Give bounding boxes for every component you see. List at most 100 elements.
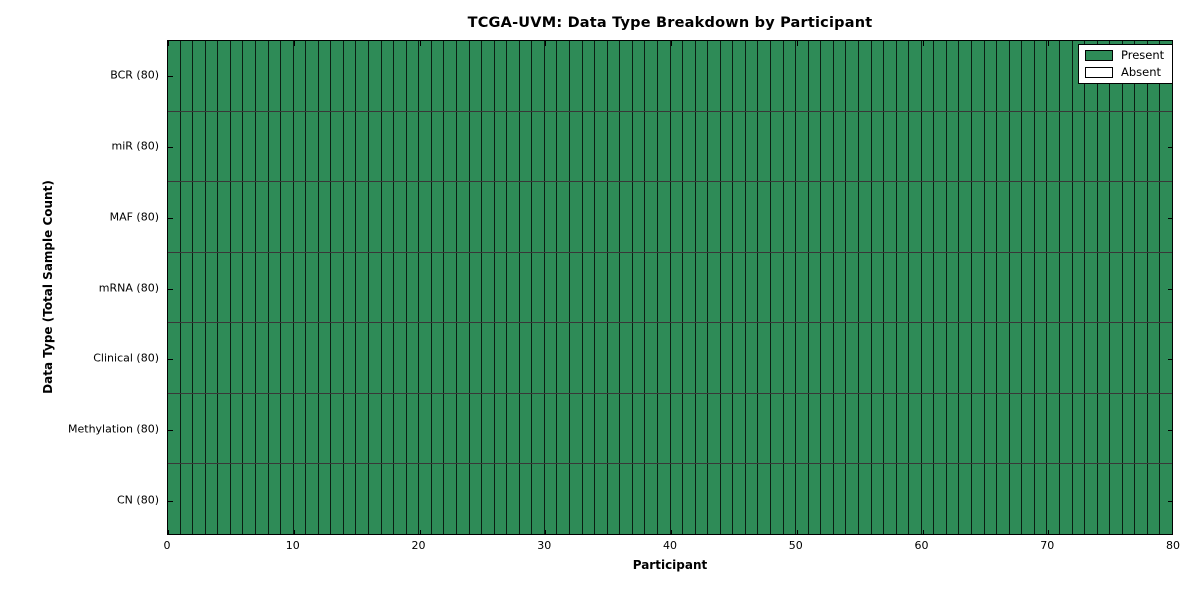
heatmap-cell xyxy=(343,182,357,252)
heatmap-cell xyxy=(243,393,256,464)
heatmap-cell xyxy=(1122,111,1136,182)
heatmap-cell xyxy=(394,252,407,323)
heatmap-cell xyxy=(984,41,998,111)
heatmap-cell xyxy=(771,464,784,535)
heatmap-cell xyxy=(444,41,457,111)
heatmap-cell xyxy=(657,323,671,393)
heatmap-cell xyxy=(230,182,244,252)
heatmap-cell xyxy=(306,111,319,182)
heatmap-cell xyxy=(896,393,910,464)
heatmap-cell xyxy=(972,111,985,182)
heatmap-cell xyxy=(796,323,809,393)
heatmap-cell xyxy=(959,323,972,393)
heatmap-cell xyxy=(946,323,960,393)
heatmap-cell xyxy=(796,111,809,182)
heatmap-cell xyxy=(544,464,558,535)
heatmap-cell xyxy=(1072,323,1086,393)
heatmap-cell xyxy=(645,323,658,393)
heatmap-cell xyxy=(356,393,369,464)
heatmap-cell xyxy=(896,111,910,182)
heatmap-cell xyxy=(394,323,407,393)
heatmap-cell xyxy=(595,41,608,111)
heatmap-cell xyxy=(306,41,319,111)
heatmap-cell xyxy=(268,323,282,393)
heatmap-cell xyxy=(884,41,897,111)
heatmap-cell xyxy=(1047,393,1060,464)
heatmap-cell xyxy=(1009,41,1023,111)
heatmap-cell xyxy=(1034,252,1048,323)
heatmap-cell xyxy=(456,41,470,111)
y-tick-mark xyxy=(168,429,173,431)
heatmap-cell xyxy=(419,323,432,393)
heatmap-cell xyxy=(532,182,545,252)
heatmap-cell xyxy=(281,393,294,464)
heatmap-cell xyxy=(683,182,696,252)
heatmap-cell xyxy=(168,182,181,252)
heatmap-cell xyxy=(909,464,922,535)
heatmap-cell xyxy=(494,464,508,535)
legend: Present Absent xyxy=(1078,44,1174,84)
heatmap-cell xyxy=(997,182,1010,252)
y-axis-tick-label: MAF (80) xyxy=(109,210,159,224)
heatmap-cell xyxy=(306,252,319,323)
heatmap-cell xyxy=(1110,182,1123,252)
heatmap-cell xyxy=(456,464,470,535)
heatmap-cell xyxy=(1160,323,1172,393)
y-tick-mark xyxy=(168,288,173,290)
heatmap-cell xyxy=(318,323,332,393)
heatmap-cell xyxy=(1059,111,1073,182)
heatmap-cell xyxy=(1122,323,1136,393)
heatmap-cell xyxy=(1009,393,1023,464)
heatmap-cell xyxy=(544,182,558,252)
heatmap-cell xyxy=(884,393,897,464)
heatmap-cell xyxy=(934,41,947,111)
heatmap-cell xyxy=(695,464,709,535)
heatmap-cell xyxy=(268,464,282,535)
heatmap-cell xyxy=(771,182,784,252)
heatmap-cell xyxy=(255,252,269,323)
heatmap-cell xyxy=(720,252,734,323)
heatmap-cell xyxy=(193,41,206,111)
heatmap-cell xyxy=(343,393,357,464)
heatmap-cell xyxy=(281,464,294,535)
heatmap-cell xyxy=(519,393,533,464)
heatmap-cell xyxy=(884,182,897,252)
heatmap-cell xyxy=(1009,464,1023,535)
heatmap-cell xyxy=(570,41,583,111)
heatmap-cell xyxy=(1072,182,1086,252)
heatmap-cell xyxy=(1085,252,1098,323)
heatmap-cell xyxy=(946,464,960,535)
heatmap-cell xyxy=(921,111,935,182)
heatmap-cell xyxy=(921,182,935,252)
heatmap-cell xyxy=(871,323,885,393)
heatmap-cell xyxy=(318,393,332,464)
heatmap-cell xyxy=(934,182,947,252)
heatmap-cell xyxy=(946,41,960,111)
heatmap-cell xyxy=(846,252,859,323)
heatmap-cell xyxy=(720,393,734,464)
heatmap-cell xyxy=(683,111,696,182)
heatmap-cell xyxy=(318,111,332,182)
heatmap-cell xyxy=(997,323,1010,393)
heatmap-cell xyxy=(758,464,771,535)
heatmap-cell xyxy=(1059,182,1073,252)
legend-label: Absent xyxy=(1121,64,1162,79)
heatmap-cell xyxy=(281,111,294,182)
heatmap-cell xyxy=(419,41,432,111)
x-tick-mark xyxy=(1172,530,1173,535)
heatmap-cell xyxy=(544,323,558,393)
heatmap-cell xyxy=(796,252,809,323)
heatmap-cell xyxy=(293,464,307,535)
heatmap-row xyxy=(168,393,1172,465)
x-tick-mark xyxy=(293,530,295,535)
heatmap-cell xyxy=(180,111,194,182)
heatmap-cell xyxy=(808,252,822,323)
heatmap-cell xyxy=(808,323,822,393)
heatmap-cell xyxy=(745,252,759,323)
heatmap-cell xyxy=(406,252,420,323)
heatmap-cell xyxy=(733,252,746,323)
heatmap-cell xyxy=(858,111,872,182)
heatmap-cell xyxy=(670,252,684,323)
heatmap-cell xyxy=(582,323,596,393)
